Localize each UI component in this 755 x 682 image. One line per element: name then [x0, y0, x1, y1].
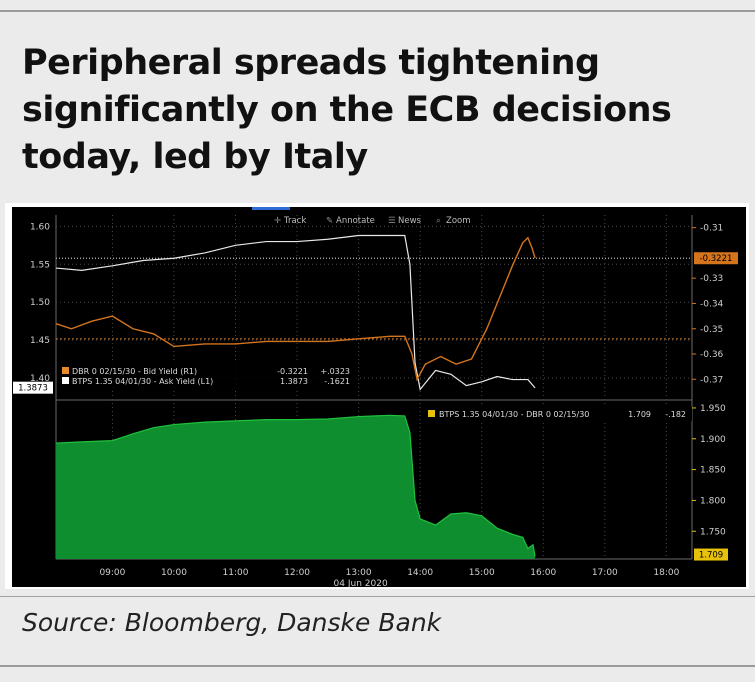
spread-area — [56, 415, 536, 559]
left-tick-label: 1.55 — [30, 260, 50, 270]
right-tick-label: -0.37 — [700, 375, 723, 385]
dbr-yield-line — [55, 236, 536, 382]
x-tick-label: 12:00 — [284, 568, 310, 578]
spread-legend-change: -.182 — [665, 410, 686, 419]
x-tick-label: 17:00 — [592, 568, 618, 578]
legend-swatch — [62, 367, 69, 374]
toolbar-zoom-label[interactable]: Zoom — [446, 216, 471, 226]
toolbar-active-indicator — [252, 207, 290, 210]
legend-label: BTPS 1.35 04/01/30 - Ask Yield (L1) — [72, 377, 213, 386]
spread-legend-last: 1.709 — [628, 410, 651, 419]
x-tick-label: 16:00 — [530, 568, 556, 578]
toolbar-news-label[interactable]: News — [398, 216, 422, 226]
x-tick-label: 10:00 — [161, 568, 187, 578]
x-tick-label: 15:00 — [469, 568, 495, 578]
legend-label: DBR 0 02/15/30 - Bid Yield (R1) — [72, 367, 197, 376]
legend-last: -0.3221 — [277, 367, 308, 376]
x-tick-label: 11:00 — [223, 568, 249, 578]
spread-legend-swatch — [428, 410, 435, 417]
toolbar-icon: ⌕ — [436, 216, 441, 226]
legend-swatch — [62, 377, 69, 384]
left-tick-label: 1.60 — [30, 222, 50, 232]
spread-tick-label: 1.750 — [700, 527, 726, 537]
legend-change: +.0323 — [320, 367, 350, 376]
x-tick-label: 18:00 — [653, 568, 679, 578]
left-tick-label: 1.45 — [30, 336, 50, 346]
legend-change: -.1621 — [324, 377, 350, 386]
btps-last-badge — [13, 381, 53, 394]
btps-yield-line — [55, 234, 536, 391]
spread-tick-label: 1.800 — [700, 496, 726, 506]
bloomberg-chart[interactable]: 09:00 10:00 11:00 12:00 13:00 14:00 15:00 16:00… — [12, 207, 746, 587]
x-tick-label: 14:00 — [407, 568, 433, 578]
toolbar-icon: ☰ — [388, 216, 396, 226]
right-tick-label: -0.35 — [700, 325, 723, 335]
spread-last-badge — [694, 548, 728, 561]
right-tick-label: -0.33 — [700, 274, 723, 284]
toolbar-annotate-label[interactable]: Annotate — [336, 216, 375, 226]
spread-last-value: 1.709 — [699, 551, 723, 561]
chart-title: Peripheral spreads tightening significan… — [22, 43, 672, 177]
btps-last-value: 1.3873 — [18, 384, 48, 394]
source-note: Source: Bloomberg, Danske Bank — [22, 608, 442, 637]
right-tick-label: -0.34 — [700, 299, 724, 309]
right-tick-label: -0.36 — [700, 350, 724, 360]
dbr-last-value: -0.3221 — [700, 254, 733, 264]
spread-legend-label: BTPS 1.35 04/01/30 - DBR 0 02/15/30 — [439, 410, 589, 419]
top-rule — [0, 10, 755, 12]
spread-tick-label: 1.850 — [700, 466, 726, 476]
toolbar-icon: ✎ — [326, 216, 333, 226]
date-label: 04 Jun 2020 — [334, 579, 388, 587]
spread-tick-label: 1.900 — [700, 435, 726, 445]
spread-line — [55, 414, 536, 557]
dbr-last-badge — [694, 252, 738, 265]
left-tick-label: 1.50 — [30, 298, 50, 308]
toolbar-icon: ✛ — [274, 216, 281, 226]
right-tick-label: -0.31 — [700, 224, 723, 234]
spread-tick-label: 1.950 — [700, 404, 726, 414]
toolbar-track-label[interactable]: Track — [283, 216, 306, 226]
top-legend-box — [58, 363, 358, 389]
x-tick-label: 09:00 — [99, 568, 125, 578]
bottom-rule — [0, 665, 755, 667]
divider — [0, 596, 755, 597]
legend-last: 1.3873 — [280, 377, 308, 386]
x-tick-label: 13:00 — [346, 568, 372, 578]
bottom-legend-box — [424, 407, 692, 421]
left-tick-label: 1.40 — [30, 374, 50, 384]
